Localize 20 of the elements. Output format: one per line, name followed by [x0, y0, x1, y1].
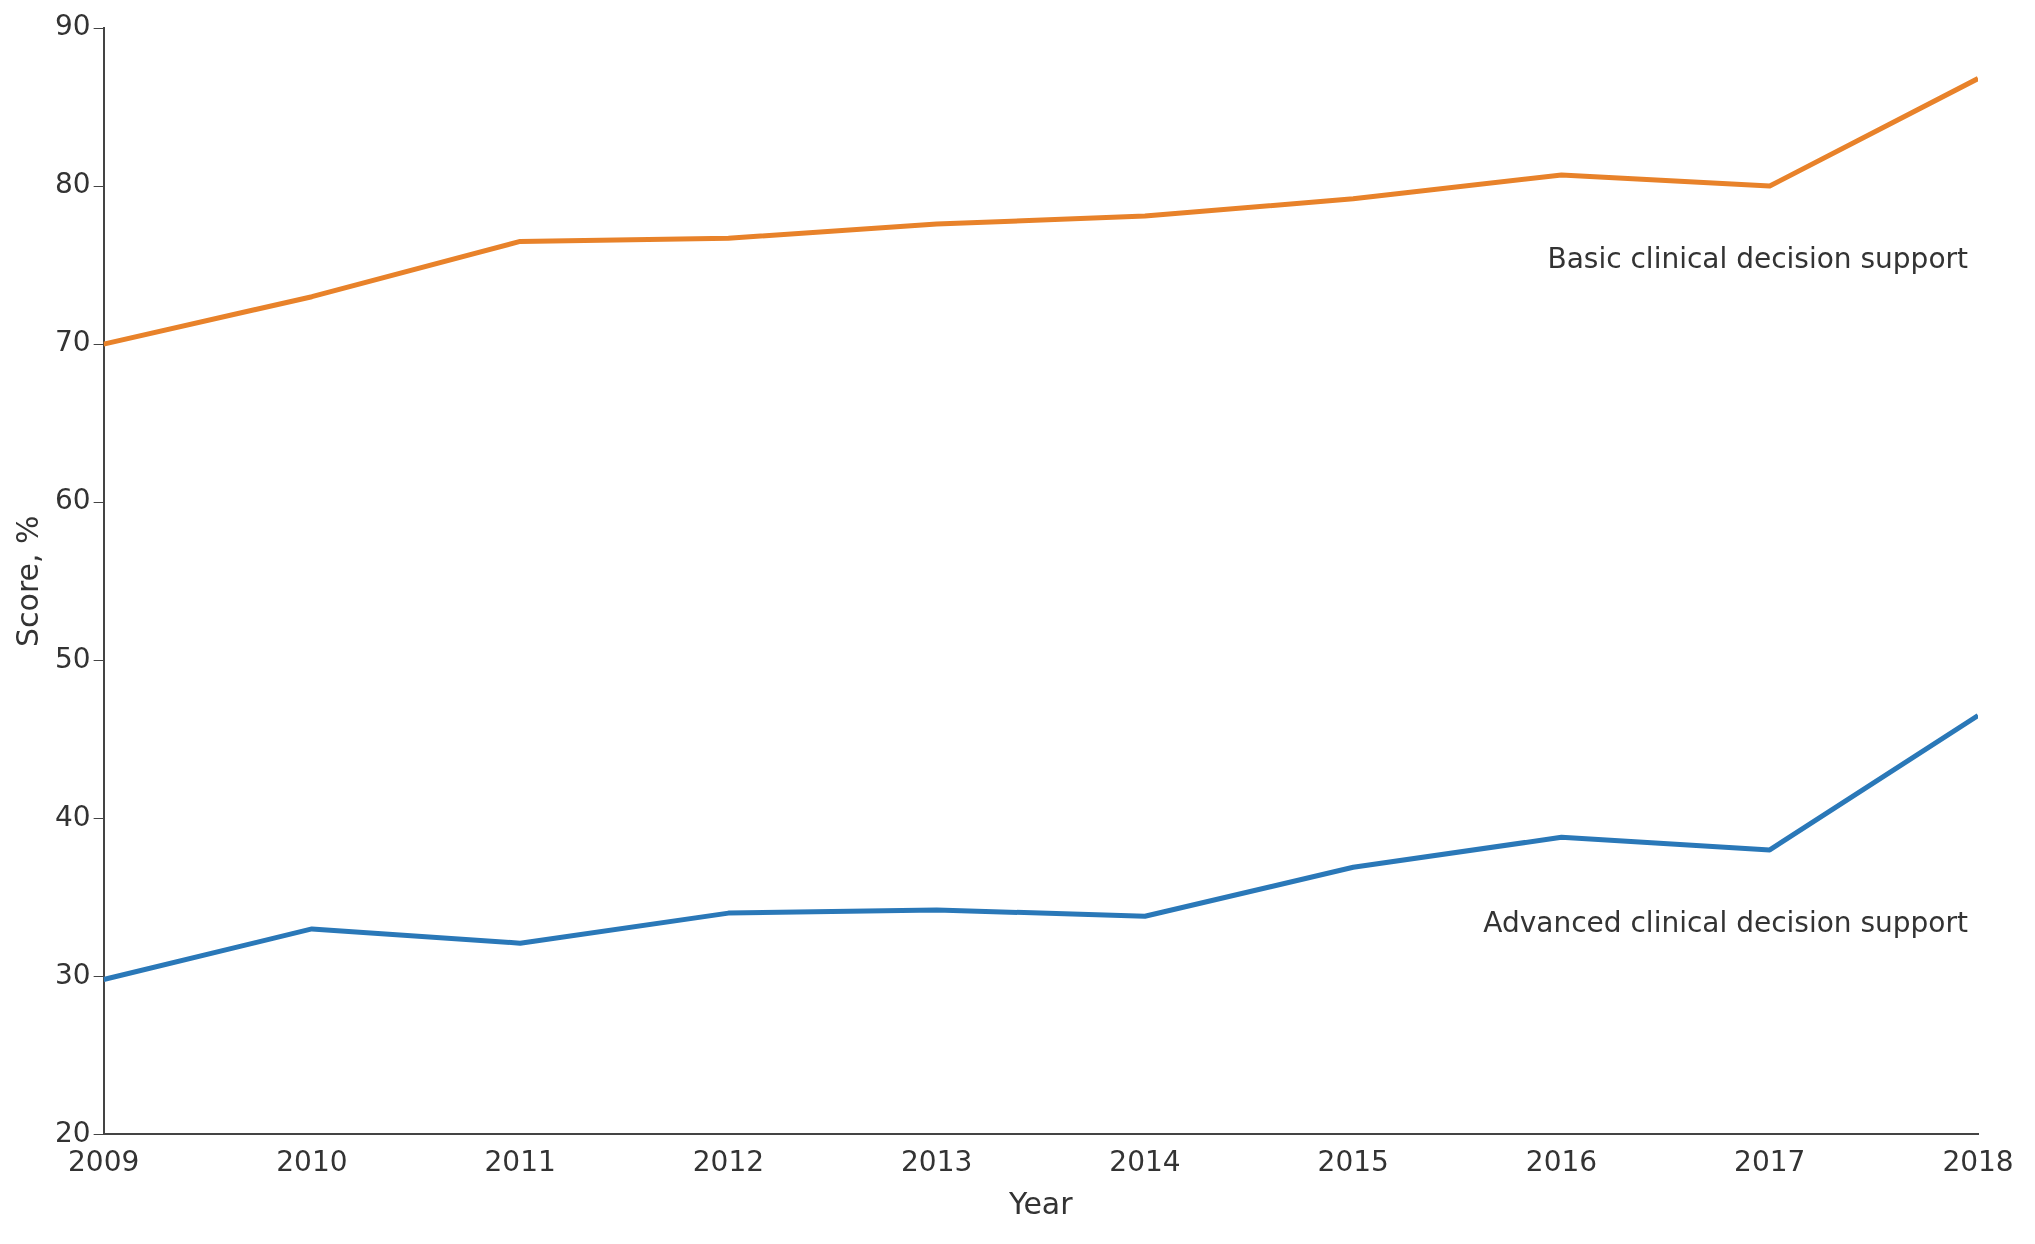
- text: Basic clinical decision support: [1547, 242, 1969, 276]
- y-tick-label: 80: [54, 167, 91, 201]
- x-tick-label: 2016: [1525, 1145, 1598, 1179]
- text: Advanced clinical decision support: [1483, 906, 1969, 940]
- y-axis-title: Score, %: [9, 515, 45, 647]
- x-tick-label: 2015: [1317, 1145, 1389, 1179]
- x-tick-label: 2014: [1109, 1145, 1181, 1179]
- y-tick-label: 50: [54, 641, 91, 675]
- y-tick-label: 70: [54, 325, 91, 359]
- x-tick-label: 2011: [484, 1145, 556, 1179]
- x-tick-label: 2013: [901, 1145, 973, 1179]
- x-axis-title: Year: [1008, 1185, 1074, 1221]
- x-tick-label: 2012: [692, 1145, 765, 1179]
- y-tick-label: 60: [54, 483, 91, 517]
- y-tick-label: 40: [54, 799, 91, 833]
- x-tick-label: 2010: [276, 1145, 348, 1179]
- x-tick-label: 2017: [1734, 1145, 1806, 1179]
- y-tick-label: 30: [54, 957, 91, 991]
- x-tick-label: 2018: [1942, 1145, 2014, 1179]
- y-tick-label: 90: [54, 9, 91, 43]
